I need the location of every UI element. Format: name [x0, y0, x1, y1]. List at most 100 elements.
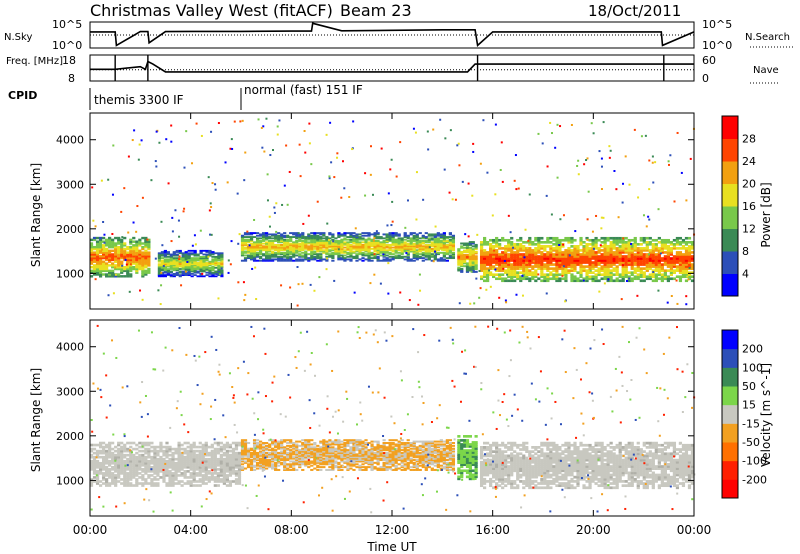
power-data-cell [98, 240, 103, 243]
power-data-cell [205, 268, 209, 270]
power-data-cell [603, 277, 607, 281]
vel-data-cell [240, 460, 245, 463]
power-data-cell [391, 233, 395, 236]
power-data-cell [534, 275, 538, 279]
power-data-cell [540, 275, 544, 279]
vel-data-cell [201, 451, 205, 455]
power-data-cell [205, 251, 209, 253]
power-data-cell [343, 238, 347, 241]
power-data-cell [498, 255, 502, 258]
power-data-cell [606, 275, 610, 279]
power-data-cell [457, 256, 461, 259]
vel-data-cell [138, 457, 142, 461]
vel-data-cell [195, 484, 199, 487]
power-data-cell [340, 241, 344, 244]
vel-data-cell [174, 461, 178, 465]
vel-data-cell [105, 449, 109, 453]
power-data-cell [439, 237, 443, 240]
power-data-cell [340, 250, 344, 253]
power-data-cell [211, 259, 215, 262]
power-data-speckle [422, 198, 425, 201]
vel-data-cell [174, 474, 178, 477]
power-data-cell [549, 240, 553, 244]
power-data-cell [633, 261, 637, 264]
power-data-cell [403, 255, 407, 258]
power-data-cell [591, 263, 595, 266]
power-data-cell [108, 273, 112, 276]
power-data-cell [606, 236, 610, 240]
power-data-cell [630, 277, 634, 281]
power-data-cell [277, 257, 281, 260]
power-data-cell [451, 249, 456, 252]
power-data-cell [448, 241, 452, 244]
power-data-cell [394, 246, 398, 249]
power-data-cell [457, 262, 461, 265]
vel-data-cell [101, 468, 106, 471]
power-data-cell [313, 251, 317, 254]
power-data-cell [172, 253, 176, 256]
power-data-cell [594, 265, 598, 268]
power-data-cell [612, 257, 616, 260]
power-data-cell [355, 243, 359, 246]
power-data-cell [147, 271, 151, 274]
power-data-speckle [600, 157, 603, 160]
power-data-cell [271, 233, 275, 236]
vel-data-cell [171, 447, 175, 451]
power-data-cell [483, 257, 487, 260]
power-data-cell [582, 249, 586, 252]
vel-data-cell [243, 460, 248, 463]
power-data-cell [277, 245, 281, 248]
power-data-cell [199, 260, 203, 263]
power-data-cell [445, 241, 449, 244]
power-data-cell [537, 267, 541, 270]
power-data-cell [355, 241, 359, 244]
power-data-cell [465, 266, 470, 269]
power-data-cell [202, 249, 206, 252]
power-data-cell [576, 279, 580, 283]
power-data-cell [120, 247, 124, 251]
power-data-cell [564, 259, 568, 262]
power-data-cell [217, 259, 221, 262]
power-data-speckle [170, 124, 173, 127]
vel-data-cell [126, 459, 130, 463]
power-data-cell [558, 251, 562, 254]
power-data-cell [322, 246, 326, 249]
vel-data-cell [201, 482, 205, 485]
power-data-cell [603, 265, 607, 268]
power-data-cell [144, 244, 148, 247]
power-data-speckle [209, 202, 212, 205]
power-data-cell [603, 236, 607, 240]
power-yticks-label: 1000 [56, 267, 84, 280]
vel-data-cell [213, 478, 217, 481]
vel-data-cell [123, 480, 127, 483]
power-data-cell [246, 250, 251, 253]
power-data-cell [220, 253, 224, 256]
vel-data-cell [231, 451, 236, 455]
power-data-cell [261, 253, 266, 256]
vel-data-cell [265, 460, 269, 463]
power-data-cell [261, 254, 266, 257]
power-data-cell [468, 253, 472, 256]
power-data-cell [421, 253, 425, 256]
power-data-cell [373, 240, 377, 242]
vel-data-cell [141, 478, 145, 481]
power-data-cell [388, 238, 392, 241]
power-data-cell [129, 260, 133, 263]
power-data-cell [252, 259, 257, 262]
vel-data-cell [252, 442, 257, 445]
power-data-cell [627, 238, 631, 242]
power-data-cell [630, 238, 634, 242]
power-data-cell [337, 232, 341, 235]
power-data-cell [286, 242, 290, 245]
power-data-cell [540, 269, 544, 272]
power-data-cell [549, 263, 553, 266]
vel-data-cell [135, 459, 139, 463]
power-data-cell [340, 247, 344, 250]
power-data-cell [92, 238, 97, 242]
power-data-cell [135, 244, 139, 247]
power-data-cell [337, 246, 341, 249]
power-data-cell [510, 271, 514, 274]
power-data-speckle [574, 230, 577, 233]
power-data-cell [501, 269, 505, 272]
vel-data-cell [274, 457, 278, 460]
